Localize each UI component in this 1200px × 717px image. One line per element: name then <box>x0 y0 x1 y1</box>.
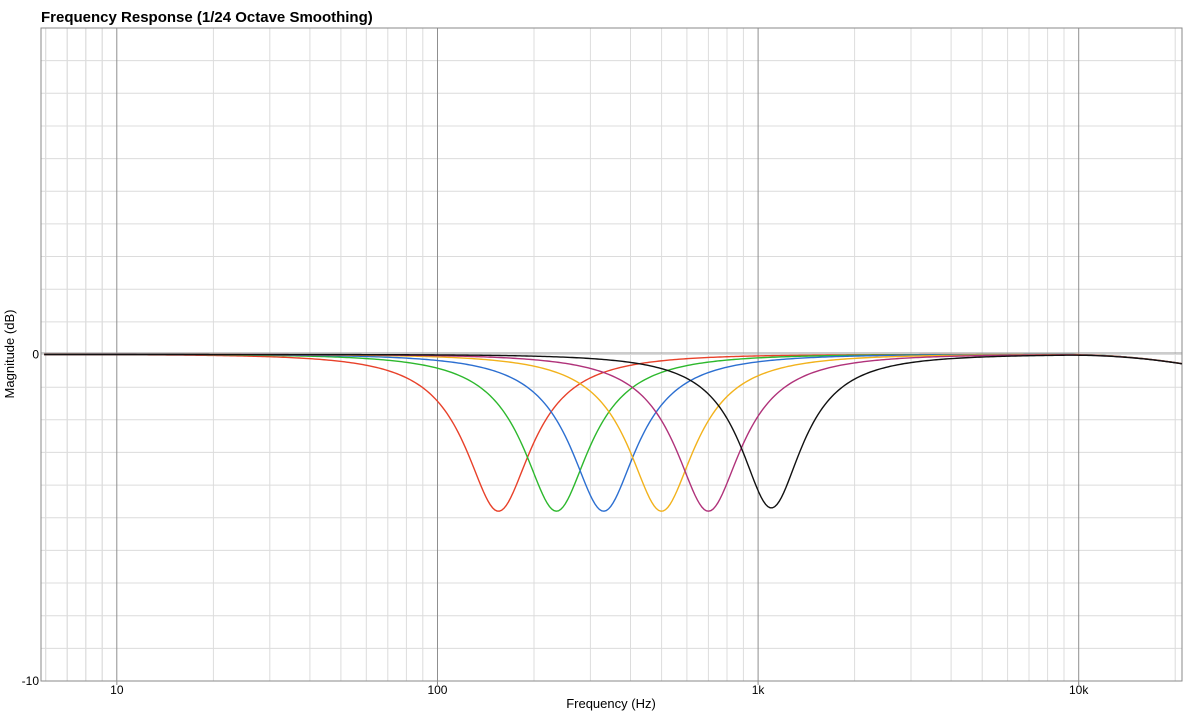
x-tick-label: 10k <box>1069 683 1089 697</box>
y-tick-labels: 0 -10 <box>22 348 40 689</box>
x-axis-label: Frequency (Hz) <box>566 696 656 711</box>
plot-frame <box>40 27 1183 682</box>
y-axis-label: Magnitude (dB) <box>2 310 17 399</box>
x-tick-label: 1k <box>752 683 766 697</box>
x-tick-label: 10 <box>110 683 124 697</box>
y-tick-label: -10 <box>22 674 40 688</box>
y-tick-label: 0 <box>32 348 39 362</box>
chart-title: Frequency Response (1/24 Octave Smoothin… <box>41 9 373 26</box>
series-layer <box>44 353 1183 512</box>
x-tick-labels: 10 100 1k 10k <box>110 681 1089 697</box>
x-tick-label: 100 <box>427 683 447 697</box>
series-line-6 <box>44 353 1183 509</box>
